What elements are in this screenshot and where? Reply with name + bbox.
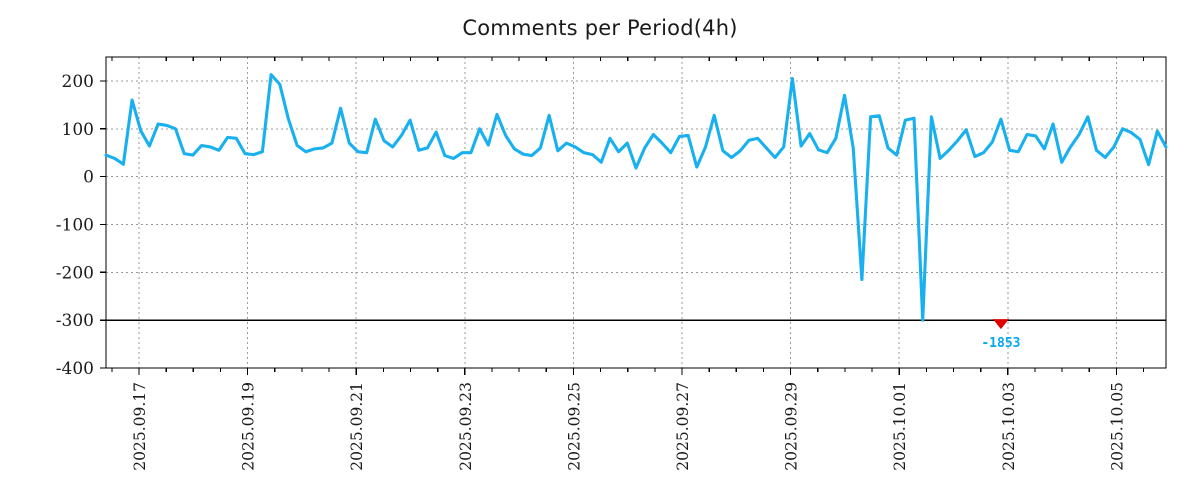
outlier-value-label: -1853 xyxy=(981,336,1020,351)
x-tick-label: 2025.09.27 xyxy=(674,382,692,471)
x-axis-labels: 2025.09.17 2025.09.19 2025.09.21 2025.09.23… xyxy=(131,382,1126,471)
y-tick-marks xyxy=(100,80,106,369)
y-tick-label: 0 xyxy=(83,168,94,188)
page-title: Comments per Period(4h) xyxy=(462,16,738,40)
data-series[interactable] xyxy=(104,73,1168,322)
x-tick-label: 2025.09.17 xyxy=(131,382,149,471)
y-axis-labels: 200 100 0 -100 -200 -300 -400 xyxy=(56,72,94,379)
x-tick-label: 2025.10.05 xyxy=(1108,382,1126,471)
plot-frame xyxy=(105,56,1167,369)
x-gridlines xyxy=(138,57,1117,368)
x-tick-label: 2025.09.25 xyxy=(565,382,583,471)
x-tick-label: 2025.09.23 xyxy=(457,382,475,471)
annotations-group[interactable]: -1853 xyxy=(981,319,1020,351)
y-tick-label: 100 xyxy=(62,120,94,140)
x-tick-label: 2025.10.03 xyxy=(1000,382,1018,471)
outlier-marker-icon[interactable] xyxy=(992,319,1009,330)
y-tick-label: -100 xyxy=(56,215,94,235)
series-line-comments[interactable] xyxy=(104,73,1168,322)
y-tick-label: -200 xyxy=(56,263,94,283)
y-tick-label: 200 xyxy=(62,72,94,92)
x-tick-label: 2025.09.21 xyxy=(348,382,366,471)
x-tick-label: 2025.09.19 xyxy=(240,382,258,471)
x-tick-label: 2025.10.01 xyxy=(891,382,909,471)
x-tick-label: 2025.09.29 xyxy=(783,382,801,471)
y-tick-label: -400 xyxy=(56,359,94,379)
y-tick-label: -300 xyxy=(56,311,94,331)
